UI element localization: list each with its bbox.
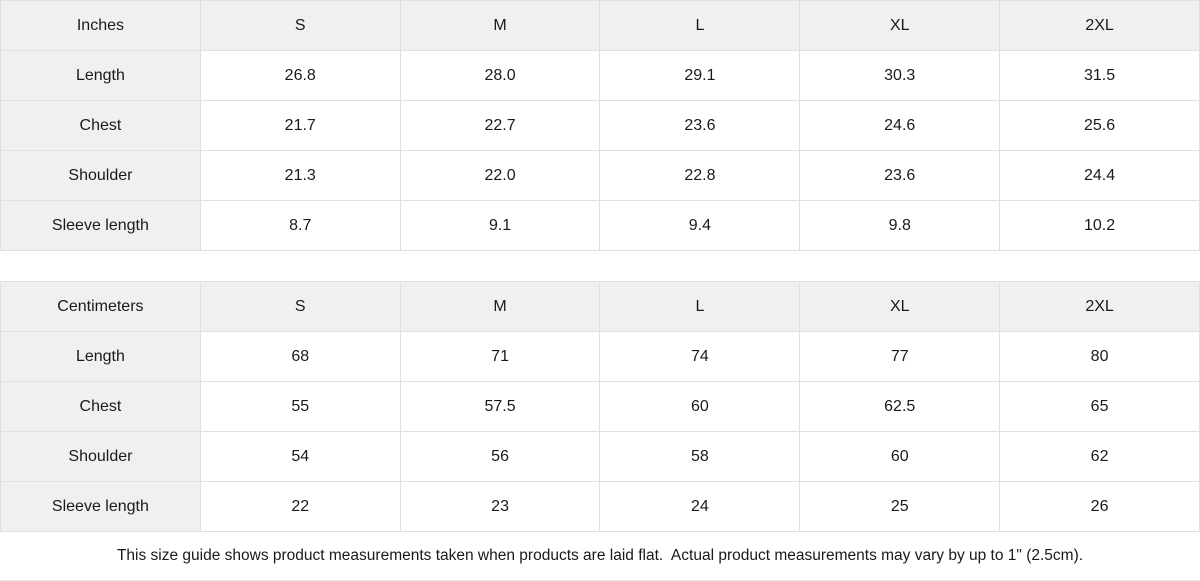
size-guide-note: This size guide shows product measuremen…: [0, 532, 1200, 581]
row-label-cell: Length: [0, 50, 201, 101]
centimeters-table-header: Centimeters S M L XL 2XL: [0, 281, 1200, 332]
centimeters-table-body: Length 68 71 74 77 80 Chest 55 57.5 60 62.5 65 Shoul…: [0, 331, 1200, 532]
measurement-cell: 23.6: [599, 100, 801, 151]
row-label-cell: Shoulder: [0, 150, 201, 201]
table-row: Sleeve length 22 23 24 25 26: [0, 481, 1200, 532]
measurement-cell: 65: [999, 381, 1200, 432]
row-label-cell: Chest: [0, 381, 201, 432]
measurement-cell: 62.5: [799, 381, 1001, 432]
measurement-cell: 21.3: [199, 150, 401, 201]
measurement-cell: 30.3: [799, 50, 1001, 101]
measurement-cell: 55: [199, 381, 401, 432]
measurement-cell: 10.2: [999, 200, 1200, 251]
table-row: Sleeve length 8.7 9.1 9.4 9.8 10.2: [0, 200, 1200, 251]
measurement-cell: 24.4: [999, 150, 1200, 201]
row-label-cell: Chest: [0, 100, 201, 151]
measurement-cell: 24.6: [799, 100, 1001, 151]
measurement-cell: 56: [399, 431, 601, 482]
measurement-cell: 57.5: [399, 381, 601, 432]
measurement-cell: 22: [199, 481, 401, 532]
size-header-cell: XL: [799, 0, 1001, 51]
size-header-cell: L: [599, 281, 801, 332]
measurement-cell: 28.0: [399, 50, 601, 101]
row-label-cell: Length: [0, 331, 201, 382]
measurement-cell: 9.8: [799, 200, 1001, 251]
row-label-cell: Sleeve length: [0, 481, 201, 532]
header-row: Centimeters S M L XL 2XL: [0, 281, 1200, 332]
inches-table-body: Length 26.8 28.0 29.1 30.3 31.5 Chest 21.7 22.7 2…: [0, 50, 1200, 251]
measurement-cell: 26: [999, 481, 1200, 532]
measurement-cell: 80: [999, 331, 1200, 382]
measurement-cell: 60: [799, 431, 1001, 482]
row-label-cell: Shoulder: [0, 431, 201, 482]
inches-size-table: Inches S M L XL 2XL Length 26.8 28.0 29.1 30.3 31.…: [0, 0, 1200, 251]
header-row: Inches S M L XL 2XL: [0, 0, 1200, 51]
size-header-cell: XL: [799, 281, 1001, 332]
unit-header-cell: Centimeters: [0, 281, 201, 332]
measurement-cell: 8.7: [199, 200, 401, 251]
centimeters-size-table: Centimeters S M L XL 2XL Length 68 71 74 77 80 Ches…: [0, 281, 1200, 532]
table-row: Chest 55 57.5 60 62.5 65: [0, 381, 1200, 432]
measurement-cell: 74: [599, 331, 801, 382]
measurement-cell: 9.1: [399, 200, 601, 251]
measurement-cell: 25: [799, 481, 1001, 532]
measurement-cell: 22.8: [599, 150, 801, 201]
table-gap-spacer: [0, 251, 1200, 281]
measurement-cell: 22.0: [399, 150, 601, 201]
measurement-cell: 25.6: [999, 100, 1200, 151]
row-label-cell: Sleeve length: [0, 200, 201, 251]
measurement-cell: 9.4: [599, 200, 801, 251]
unit-header-cell: Inches: [0, 0, 201, 51]
measurement-cell: 60: [599, 381, 801, 432]
size-header-cell: M: [399, 281, 601, 332]
size-header-cell: 2XL: [999, 281, 1200, 332]
table-row: Shoulder 54 56 58 60 62: [0, 431, 1200, 482]
measurement-cell: 77: [799, 331, 1001, 382]
measurement-cell: 26.8: [199, 50, 401, 101]
measurement-cell: 54: [199, 431, 401, 482]
size-header-cell: S: [199, 0, 401, 51]
measurement-cell: 23: [399, 481, 601, 532]
inches-table-header: Inches S M L XL 2XL: [0, 0, 1200, 51]
table-row: Length 26.8 28.0 29.1 30.3 31.5: [0, 50, 1200, 101]
size-header-cell: S: [199, 281, 401, 332]
size-header-cell: 2XL: [999, 0, 1200, 51]
measurement-cell: 29.1: [599, 50, 801, 101]
size-header-cell: M: [399, 0, 601, 51]
table-row: Length 68 71 74 77 80: [0, 331, 1200, 382]
measurement-cell: 24: [599, 481, 801, 532]
table-row: Shoulder 21.3 22.0 22.8 23.6 24.4: [0, 150, 1200, 201]
measurement-cell: 58: [599, 431, 801, 482]
measurement-cell: 31.5: [999, 50, 1200, 101]
measurement-cell: 68: [199, 331, 401, 382]
measurement-cell: 62: [999, 431, 1200, 482]
measurement-cell: 23.6: [799, 150, 1001, 201]
measurement-cell: 71: [399, 331, 601, 382]
measurement-cell: 22.7: [399, 100, 601, 151]
size-header-cell: L: [599, 0, 801, 51]
measurement-cell: 21.7: [199, 100, 401, 151]
table-row: Chest 21.7 22.7 23.6 24.6 25.6: [0, 100, 1200, 151]
